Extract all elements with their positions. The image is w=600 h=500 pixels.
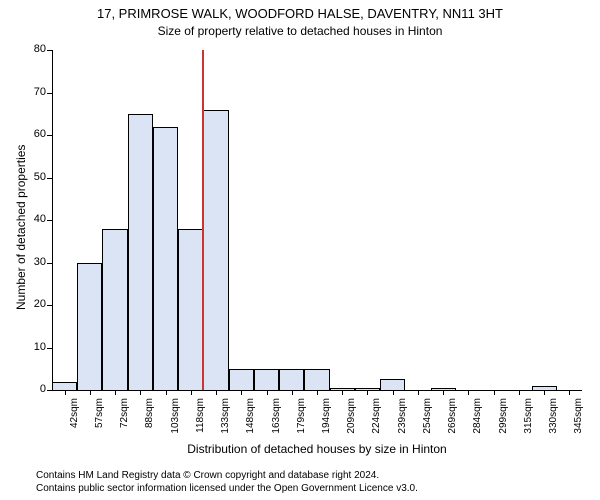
histogram-bar (304, 369, 329, 390)
y-tick-label: 40 (18, 213, 46, 225)
x-tick-label: 284sqm (472, 398, 483, 442)
x-tick-label: 269sqm (447, 398, 458, 442)
histogram-bar (203, 110, 228, 391)
y-tick (47, 263, 52, 264)
x-tick (443, 390, 444, 395)
x-tick-label: 42sqm (69, 398, 80, 442)
x-tick (317, 390, 318, 395)
x-tick (468, 390, 469, 395)
x-tick-label: 88sqm (144, 398, 155, 442)
x-tick-label: 133sqm (220, 398, 231, 442)
x-tick (292, 390, 293, 395)
y-tick (47, 220, 52, 221)
x-tick-label: 345sqm (573, 398, 584, 442)
x-tick (191, 390, 192, 395)
x-tick (342, 390, 343, 395)
x-tick (569, 390, 570, 395)
histogram-bar (102, 229, 127, 391)
y-tick-label: 10 (18, 341, 46, 353)
x-tick-label: 299sqm (498, 398, 509, 442)
y-axis-line (52, 50, 53, 390)
histogram-bar (178, 229, 203, 391)
x-tick-label: 330sqm (548, 398, 559, 442)
y-tick-label: 80 (18, 43, 46, 55)
histogram-bar (229, 369, 254, 390)
y-tick-label: 70 (18, 86, 46, 98)
histogram-bar (254, 369, 279, 390)
x-tick-label: 239sqm (397, 398, 408, 442)
x-tick (393, 390, 394, 395)
x-tick (115, 390, 116, 395)
histogram-bar (128, 114, 153, 390)
chart-title: 17, PRIMROSE WALK, WOODFORD HALSE, DAVEN… (0, 6, 600, 21)
x-tick (241, 390, 242, 395)
x-tick (90, 390, 91, 395)
y-tick-label: 60 (18, 128, 46, 140)
footer-line-2: Contains public sector information licen… (36, 483, 418, 494)
property-marker-line (202, 50, 204, 390)
x-tick-label: 179sqm (296, 398, 307, 442)
y-tick (47, 93, 52, 94)
y-tick-label: 30 (18, 256, 46, 268)
y-tick-label: 0 (18, 383, 46, 395)
x-axis-label: Distribution of detached houses by size … (52, 442, 582, 456)
x-tick (418, 390, 419, 395)
y-tick (47, 50, 52, 51)
x-tick (519, 390, 520, 395)
x-tick-label: 224sqm (371, 398, 382, 442)
x-tick (367, 390, 368, 395)
x-tick (166, 390, 167, 395)
x-tick-label: 72sqm (119, 398, 130, 442)
x-tick (140, 390, 141, 395)
histogram-bar (279, 369, 304, 390)
x-tick (216, 390, 217, 395)
y-axis-label: Number of detached properties (14, 145, 28, 310)
y-tick (47, 135, 52, 136)
y-tick (47, 348, 52, 349)
x-tick-label: 194sqm (321, 398, 332, 442)
chart-plot-area: 0102030405060708042sqm57sqm72sqm88sqm103… (52, 50, 582, 390)
x-tick-label: 315sqm (523, 398, 534, 442)
x-tick (494, 390, 495, 395)
histogram-bar (380, 379, 405, 390)
x-tick (544, 390, 545, 395)
y-tick (47, 305, 52, 306)
y-tick-label: 50 (18, 171, 46, 183)
x-tick-label: 163sqm (271, 398, 282, 442)
x-tick-label: 118sqm (195, 398, 206, 442)
x-tick-label: 254sqm (422, 398, 433, 442)
y-tick (47, 178, 52, 179)
histogram-bar (77, 263, 102, 391)
histogram-bar (52, 382, 77, 391)
x-tick-label: 57sqm (94, 398, 105, 442)
x-tick-label: 103sqm (170, 398, 181, 442)
x-tick (267, 390, 268, 395)
footer-line-1: Contains HM Land Registry data © Crown c… (36, 470, 379, 481)
x-tick-label: 209sqm (346, 398, 357, 442)
y-tick-label: 20 (18, 298, 46, 310)
histogram-bar (153, 127, 178, 391)
chart-subtitle: Size of property relative to detached ho… (0, 24, 600, 38)
x-tick (65, 390, 66, 395)
y-tick (47, 390, 52, 391)
x-tick-label: 148sqm (245, 398, 256, 442)
